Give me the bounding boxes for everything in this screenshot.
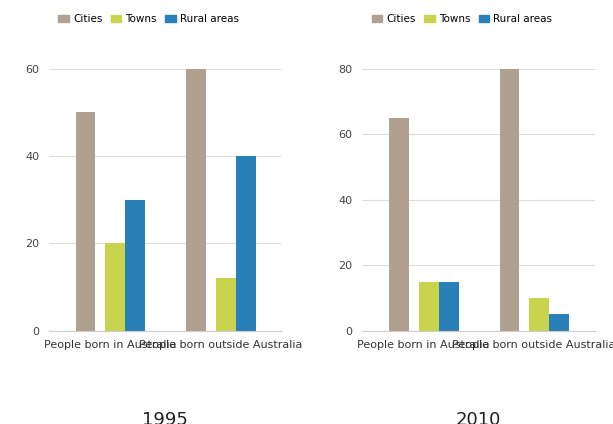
- Bar: [216, 278, 236, 331]
- Text: 2010: 2010: [456, 411, 501, 424]
- Bar: [419, 282, 439, 331]
- Bar: [236, 156, 256, 331]
- Bar: [549, 314, 569, 331]
- Bar: [186, 69, 206, 331]
- Bar: [389, 118, 409, 331]
- Legend: Cities, Towns, Rural areas: Cities, Towns, Rural areas: [368, 10, 556, 28]
- Bar: [439, 282, 459, 331]
- Bar: [530, 298, 549, 331]
- Legend: Cities, Towns, Rural areas: Cities, Towns, Rural areas: [54, 10, 243, 28]
- Bar: [105, 243, 125, 331]
- Bar: [500, 69, 519, 331]
- Bar: [125, 200, 145, 331]
- Bar: [75, 112, 96, 331]
- Text: 1995: 1995: [142, 411, 188, 424]
